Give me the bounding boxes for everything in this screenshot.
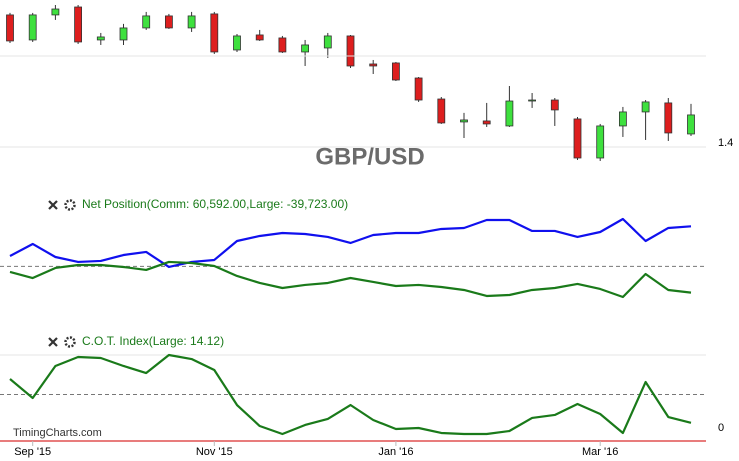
candle-body bbox=[6, 14, 14, 42]
candle-body bbox=[482, 120, 491, 125]
candle-body bbox=[164, 15, 173, 29]
candle-body bbox=[51, 8, 60, 16]
candle-body bbox=[96, 36, 105, 41]
watermark: TimingCharts.com bbox=[13, 427, 102, 439]
x-tick-label: Jan '16 bbox=[378, 446, 413, 458]
candle-body bbox=[119, 27, 128, 41]
candle-body bbox=[301, 44, 310, 53]
candle-body bbox=[596, 125, 605, 159]
candle-body bbox=[210, 13, 219, 53]
candle-body bbox=[437, 98, 446, 124]
candle-body bbox=[664, 102, 673, 134]
candle-body bbox=[323, 35, 332, 49]
candle-body bbox=[255, 34, 264, 41]
series-line bbox=[9, 260, 692, 299]
y-tick-label: 1.4 bbox=[718, 137, 733, 149]
candle-body bbox=[391, 62, 400, 81]
candle-body bbox=[687, 114, 695, 135]
close-icon[interactable] bbox=[48, 337, 58, 347]
candle-body bbox=[278, 37, 287, 53]
candle-body bbox=[28, 14, 37, 41]
candle-body bbox=[414, 77, 423, 101]
candle-body bbox=[74, 6, 82, 43]
x-tick-label: Mar '16 bbox=[582, 446, 618, 458]
panel-title: C.O.T. Index(Large: 14.12) bbox=[82, 334, 224, 348]
candle-body bbox=[346, 35, 355, 67]
candle-body bbox=[142, 15, 151, 29]
settings-icon[interactable] bbox=[64, 199, 76, 211]
candle-body bbox=[641, 101, 650, 113]
candle-body bbox=[573, 118, 582, 159]
y-tick-label: 0 bbox=[718, 422, 724, 434]
close-icon[interactable] bbox=[48, 200, 58, 210]
candle-body bbox=[187, 15, 196, 29]
candle-body bbox=[528, 99, 536, 102]
candle-body bbox=[460, 119, 468, 123]
x-tick-label: Sep '15 bbox=[14, 446, 51, 458]
candle-body bbox=[505, 100, 514, 127]
x-tick-label: Nov '15 bbox=[196, 446, 233, 458]
panel-title: Net Position(Comm: 60,592.00,Large: -39,… bbox=[82, 197, 348, 211]
settings-icon[interactable] bbox=[64, 336, 76, 348]
candle-body bbox=[550, 99, 559, 111]
chart-title: GBP/USD bbox=[315, 143, 424, 170]
candle-body bbox=[619, 111, 627, 127]
series-line bbox=[9, 353, 692, 436]
candle-body bbox=[369, 63, 378, 67]
candle-body bbox=[233, 35, 241, 51]
series-line bbox=[9, 217, 692, 269]
